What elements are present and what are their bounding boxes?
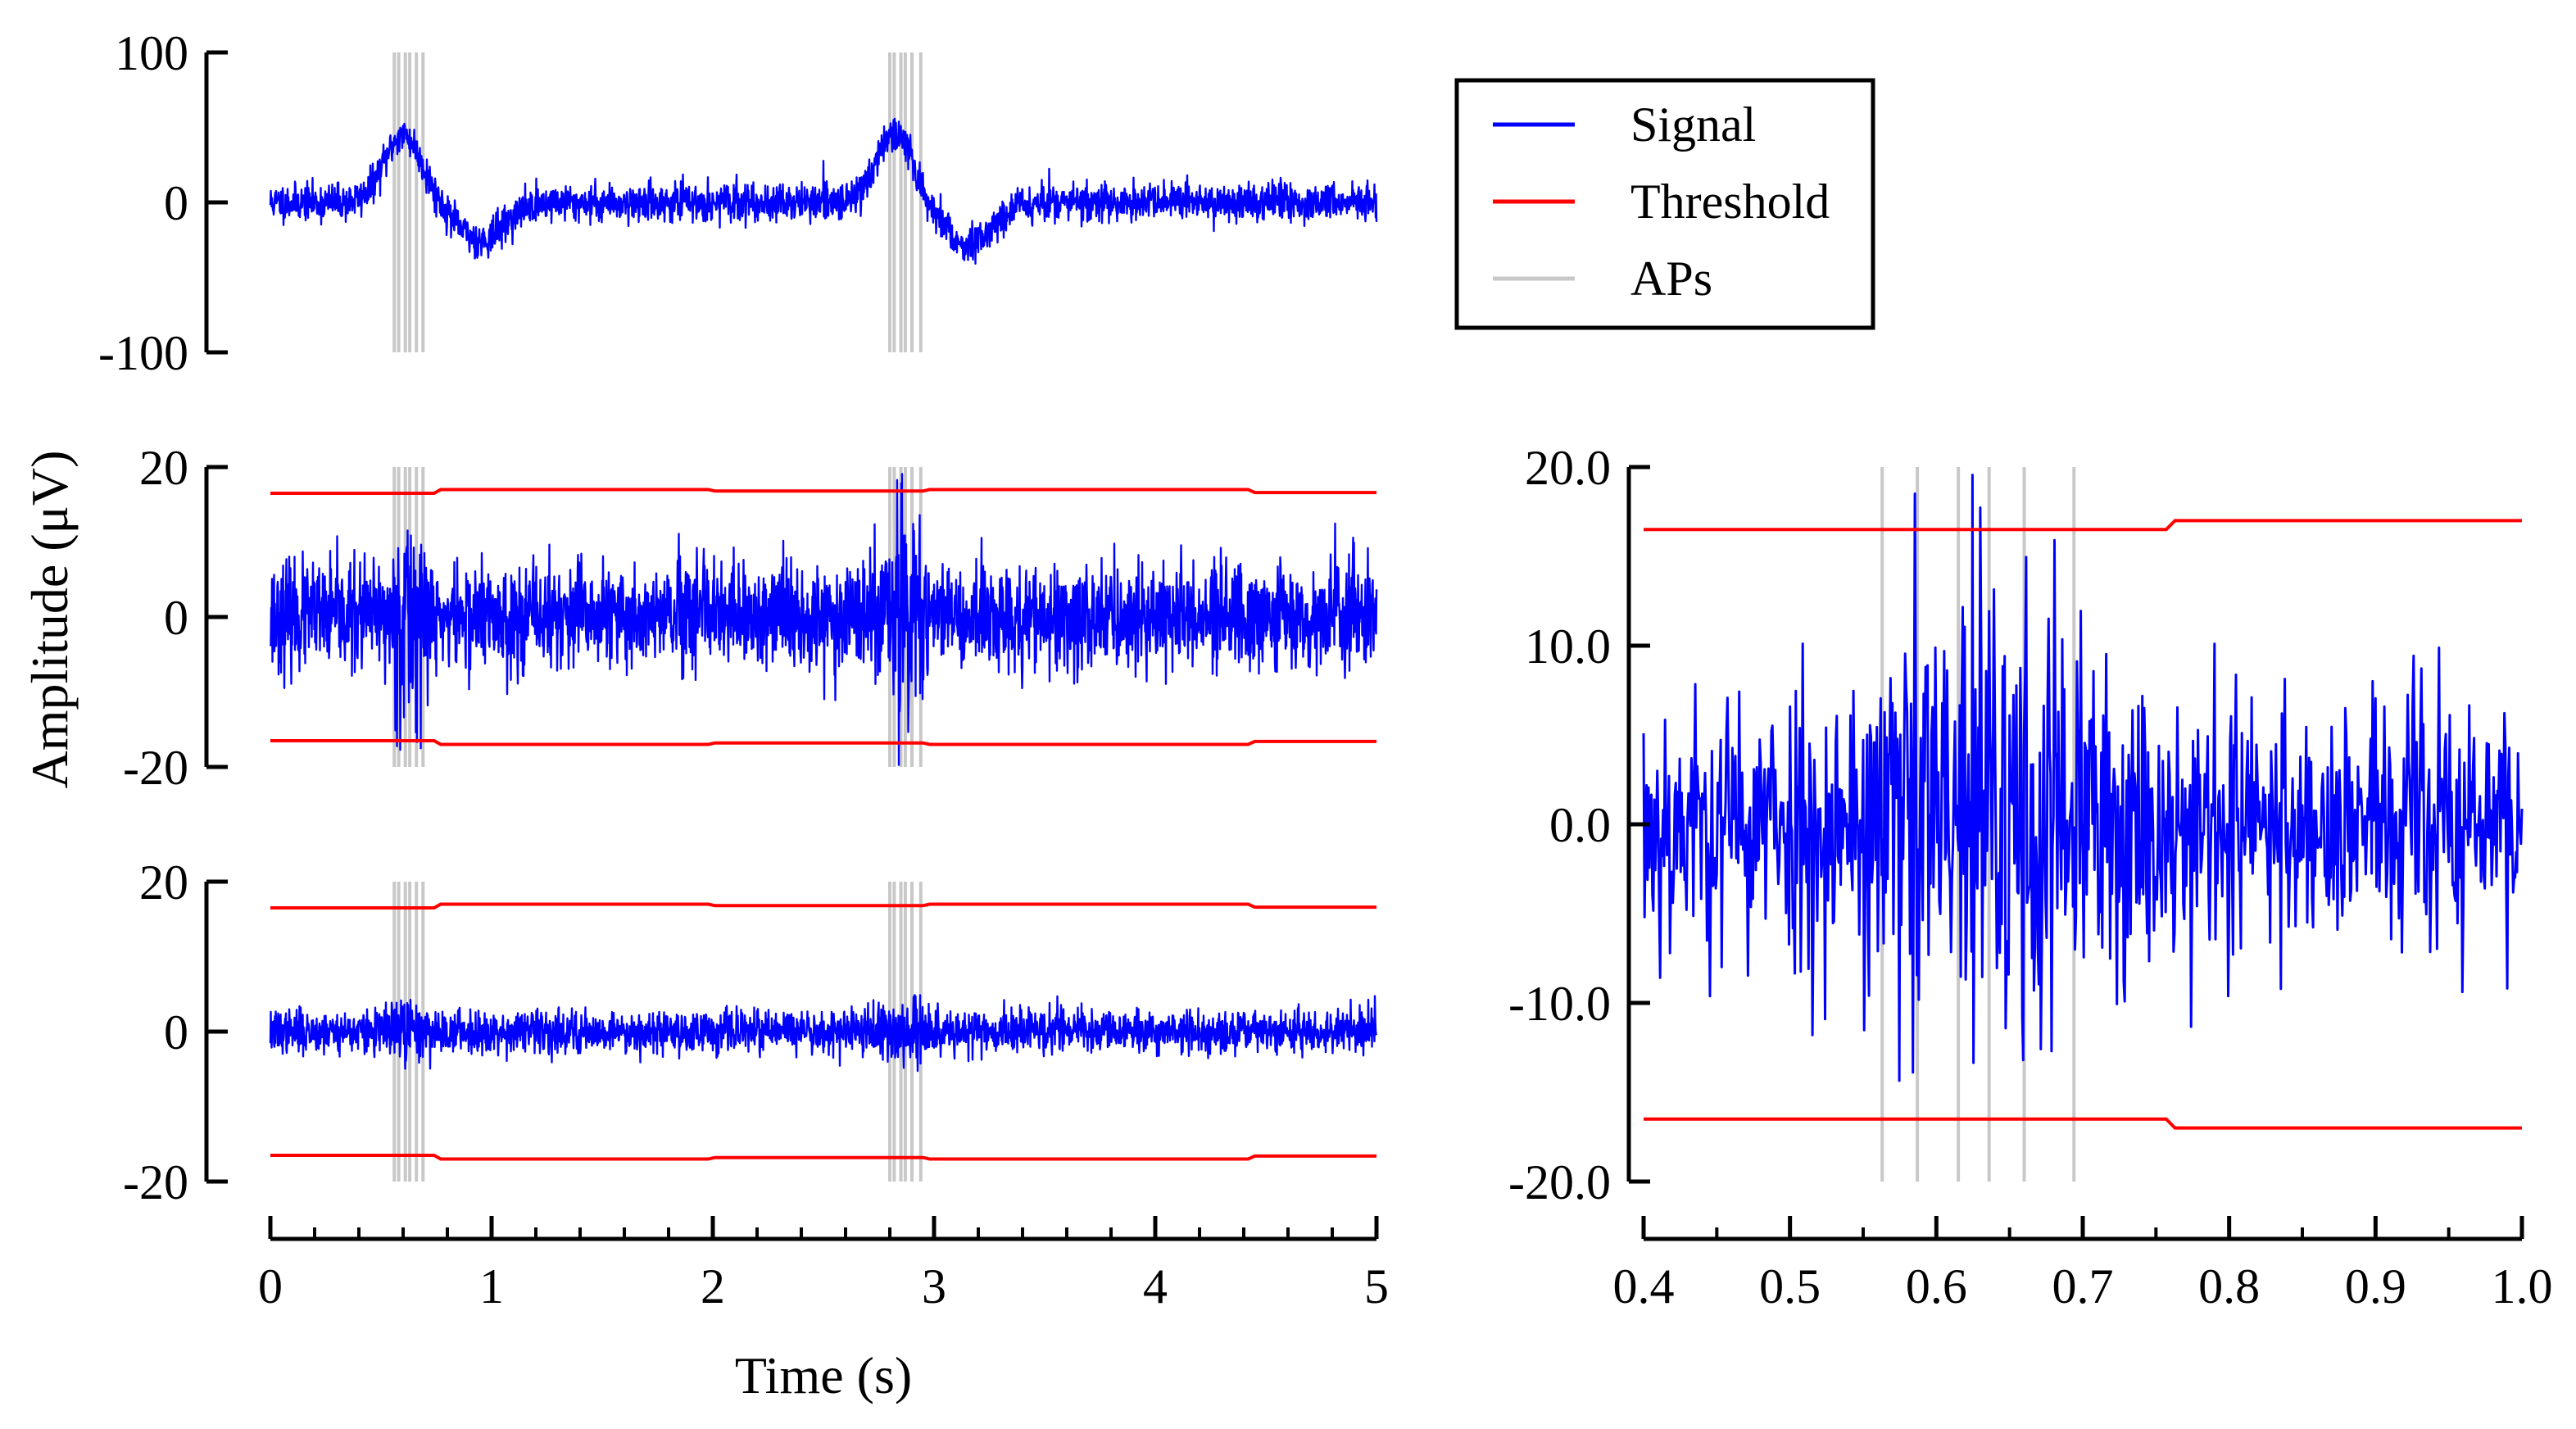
residual-signal-y-tick-label: 20: [139, 855, 188, 910]
residual-signal-thresholds: [270, 902, 1376, 1161]
zoom-x-tick-label: 0.8: [2198, 1259, 2260, 1313]
filtered-signal-y-tick-label: -20: [123, 741, 188, 795]
raw-signal-y-tick-label: 100: [115, 26, 188, 80]
residual-signal-upper-threshold: [270, 902, 1376, 910]
x-axis-label: Time (s): [735, 1346, 912, 1404]
zoom-thresholds: [1644, 519, 2522, 1130]
raw-signal-y-tick-label: -100: [98, 326, 188, 380]
raw-signal-y-tick-label: 0: [164, 176, 188, 230]
time-x-tick-label: 1: [479, 1259, 504, 1313]
raw-signal-panel: 100 0 -100: [98, 26, 1378, 380]
zoom-signal-trace: [1642, 474, 2524, 1082]
zoom-x-tick-label: 0.5: [1759, 1259, 1821, 1313]
filtered-signal-lower-threshold: [270, 739, 1376, 746]
time-x-tick-label: 4: [1143, 1259, 1168, 1313]
zoom-x-axis: 0.4 0.5 0.6 0.7 0.8 0.9 1.0: [1613, 1216, 2553, 1313]
filtered-signal-y-tick-label: 0: [164, 591, 188, 645]
residual-signal-y-tick-label: -20: [123, 1155, 188, 1209]
legend-threshold-label: Threshold: [1630, 175, 1830, 229]
time-x-tick-label: 2: [701, 1259, 725, 1313]
zoom-lower-threshold: [1644, 1117, 2522, 1130]
legend-frame: [1454, 78, 1875, 330]
raw-signal-trace: [269, 117, 1378, 265]
y-axis-label: Amplitude (μV): [20, 451, 79, 789]
zoom-y-tick-label: -20.0: [1508, 1155, 1611, 1209]
zoom-panel: 20.0 10.0 0.0 -10.0 -20.0: [1508, 441, 2524, 1209]
legend-aps-label: APs: [1630, 252, 1712, 306]
filtered-signal-trace: [269, 473, 1378, 766]
zoom-x-tick-label: 0.9: [2345, 1259, 2406, 1313]
time-x-tick-label: 3: [922, 1259, 946, 1313]
zoom-y-tick-label: 10.0: [1525, 619, 1611, 674]
time-x-tick-label: 5: [1364, 1259, 1389, 1313]
zoom-x-tick-label: 0.6: [1906, 1259, 1967, 1313]
zoom-x-tick-label: 0.7: [2052, 1259, 2114, 1313]
residual-signal-lower-threshold: [270, 1154, 1376, 1161]
filtered-signal-panel: 20 0 -20: [123, 441, 1378, 795]
zoom-x-tick-label: 1.0: [2492, 1259, 2553, 1313]
residual-signal-y-tick-label: 0: [164, 1005, 188, 1059]
zoom-y-ticks: 20.0 10.0 0.0 -10.0 -20.0: [1508, 441, 1650, 1209]
residual-signal-y-ticks: 20 0 -20: [123, 855, 228, 1209]
raw-signal-y-ticks: 100 0 -100: [98, 26, 228, 380]
residual-signal-trace: [269, 994, 1378, 1073]
residual-signal-panel: 20 0 -20: [123, 855, 1378, 1209]
legend-signal-label: Signal: [1630, 98, 1756, 152]
zoom-upper-threshold: [1644, 519, 2522, 532]
filtered-signal-y-ticks: 20 0 -20: [123, 441, 228, 795]
zoom-y-tick-label: 0.0: [1549, 798, 1611, 852]
zoom-x-tick-label: 0.4: [1613, 1259, 1675, 1313]
raw-signal-ap-markers: [392, 52, 923, 352]
zoom-y-tick-label: 20.0: [1525, 441, 1611, 495]
legend: Signal Threshold APs: [1454, 78, 1875, 330]
filtered-signal-thresholds: [270, 488, 1376, 746]
time-x-axis: 0 1 2 3 4 5: [258, 1216, 1389, 1313]
time-x-tick-label: 0: [258, 1259, 283, 1313]
time-x-ticks: 0 1 2 3 4 5: [258, 1216, 1389, 1313]
filtered-signal-upper-threshold: [270, 488, 1376, 495]
zoom-y-tick-label: -10.0: [1508, 977, 1611, 1031]
filtered-signal-y-tick-label: 20: [139, 441, 188, 495]
zoom-x-ticks: 0.4 0.5 0.6 0.7 0.8 0.9 1.0: [1613, 1216, 2553, 1313]
